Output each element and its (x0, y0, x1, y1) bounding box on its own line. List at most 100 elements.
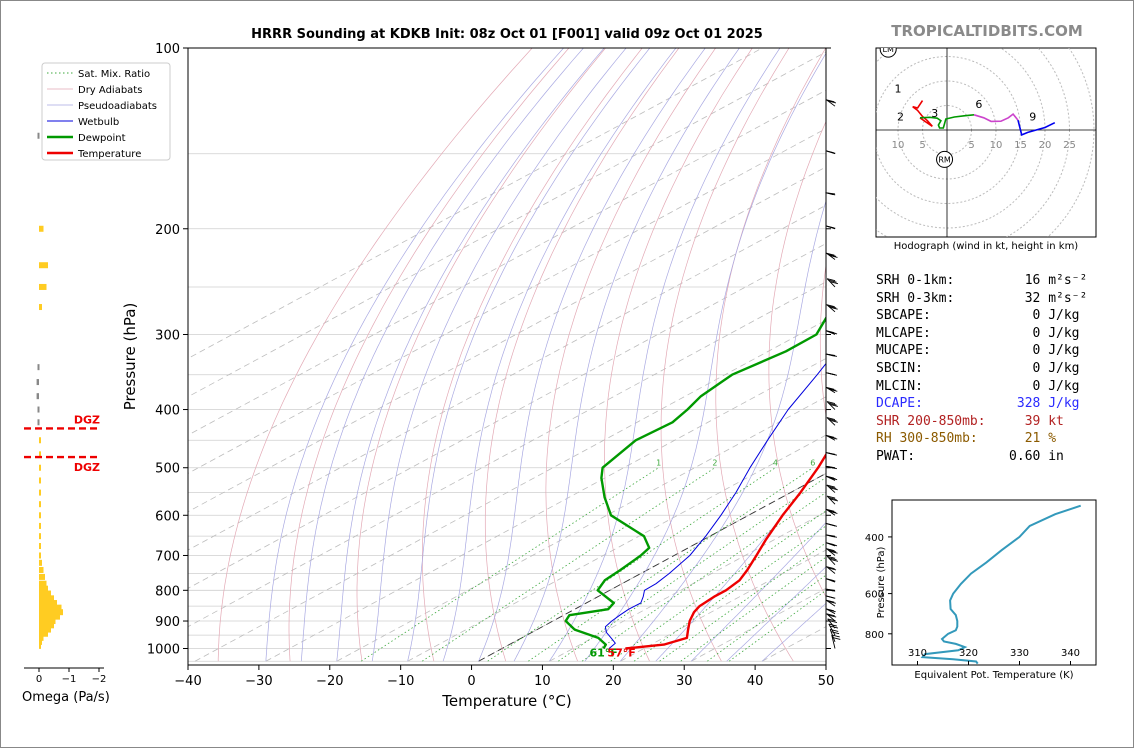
omega-bar (39, 489, 41, 496)
mixing-ratio-label: 1 (656, 459, 661, 468)
isotherm-line (265, 357, 826, 662)
wind-barb-flag (829, 558, 839, 562)
x-tick-label: 50 (818, 674, 835, 689)
wind-barb-flag (828, 497, 837, 500)
wind-barb (825, 330, 838, 335)
wind-barb-flag (826, 484, 835, 488)
omega-bar (39, 609, 63, 616)
isotherm-line (188, 243, 826, 589)
pseudoadiabat (478, 48, 706, 662)
x-tick-label: −10 (387, 674, 414, 689)
index-row: SRH 0-3km: 32 m²s⁻² (876, 290, 1087, 308)
index-label: SRH 0-3km: (876, 290, 1002, 306)
index-label: SBCIN: (876, 360, 1002, 376)
wind-barb-shaft (826, 566, 836, 574)
dry-adiabat (1100, 48, 1134, 661)
wind-barb-flag (827, 225, 836, 229)
indices-panel: SRH 0-1km: 16 m²s⁻² SRH 0-3km: 32 m²s⁻² SB… (876, 272, 1087, 466)
y-tick-label: 300 (155, 329, 180, 344)
mixing-ratio-line (633, 525, 826, 662)
isotherm-line (336, 396, 826, 662)
hodo-height-label: 9 (1029, 111, 1036, 124)
theta-y-tick-label: 400 (865, 533, 884, 544)
index-value: 16 (1001, 273, 1049, 288)
wind-barb-flag (826, 252, 835, 256)
omega-bar (39, 630, 48, 637)
wind-barb (825, 599, 836, 607)
dry-adiabat (217, 48, 533, 662)
dry-adiabat (545, 48, 716, 662)
pseudoadiabat (726, 566, 826, 662)
wind-barb (826, 484, 838, 493)
wind-barb-flag (826, 99, 835, 103)
wind-barb-shaft (829, 629, 836, 643)
hodo-marker-label: LM (883, 45, 894, 54)
mixing-ratio-line (360, 467, 659, 662)
wind-barb (825, 225, 836, 230)
index-unit: J/kg (1048, 343, 1080, 359)
wetbulb-profile (604, 362, 826, 649)
wind-barb (826, 555, 839, 565)
theta-x-tick-label: 330 (1010, 648, 1029, 659)
omega-bar (39, 262, 48, 269)
wind-barb-flag (827, 435, 836, 439)
hodograph-caption: Hodograph (wind in kt, height in km) (893, 241, 1079, 252)
index-unit: J/kg (1048, 360, 1080, 376)
wind-barb-flag (826, 613, 835, 617)
wind-barb-flag (828, 557, 837, 561)
index-unit: J/kg (1048, 308, 1080, 324)
wind-barb-flag (829, 388, 838, 392)
index-label: DCAPE: (876, 396, 1002, 412)
wind-barb-flag (827, 192, 836, 196)
omega-bar (37, 364, 40, 371)
omega-bar (39, 573, 45, 580)
legend-label: Temperature (77, 149, 141, 160)
wind-barb-shaft (826, 548, 836, 556)
hodo-ring-label: 15 (1014, 140, 1027, 151)
wind-barb-flag (829, 487, 838, 491)
hodo-ring-label: 5 (919, 140, 925, 151)
index-unit: J/kg (1048, 378, 1080, 394)
wind-barb-flag (827, 595, 836, 599)
wind-barb-flag (827, 555, 836, 559)
isotherm-line (188, 89, 826, 436)
wind-barb-flag (826, 599, 835, 603)
omega-bar (39, 451, 41, 458)
dewpoint-profile (564, 315, 826, 650)
pseudoadiabat (761, 602, 826, 662)
wind-barb-flag (828, 372, 838, 376)
wind-barb-flag (826, 508, 835, 512)
index-row: SBCIN: 0 J/kg (876, 360, 1087, 378)
wind-barb-flag (827, 253, 837, 257)
isotherm-line (188, 48, 763, 359)
omega-bar (39, 604, 62, 611)
index-value: 0 (1001, 308, 1049, 324)
hodograph-panel: 10 5 5 10 15 20 25 1 2 3 6 9 LM RM (875, 45, 1097, 238)
dry-adiabat (422, 48, 643, 662)
wind-barb (825, 386, 838, 394)
wind-barb (825, 534, 837, 538)
wind-barb (825, 595, 836, 599)
theta-area (920, 504, 1082, 665)
wind-barb (826, 613, 837, 622)
hodo-trace (912, 100, 933, 127)
isotherm-line (188, 166, 826, 513)
omega-bar (39, 634, 44, 641)
wind-barb-flag (829, 511, 838, 514)
theta-y-label: Pressure (hPa) (876, 547, 887, 619)
x-axis-label: Temperature (°C) (441, 692, 571, 710)
skew-plot-frame (187, 47, 827, 666)
wind-barb-flag (828, 331, 838, 335)
wind-barb (825, 452, 838, 456)
wind-barb (825, 353, 837, 357)
mixing-ratio-label: 4 (773, 459, 778, 468)
isotherm-line (620, 549, 826, 662)
theta-x-tick-label: 310 (908, 648, 927, 659)
wind-barb (826, 566, 837, 574)
omega-bar (39, 626, 51, 633)
wind-barb-flag (828, 452, 838, 456)
omega-bar (39, 533, 41, 540)
omega-bar (39, 225, 44, 232)
wind-barb (825, 192, 836, 196)
wind-barb-flag (828, 614, 837, 618)
